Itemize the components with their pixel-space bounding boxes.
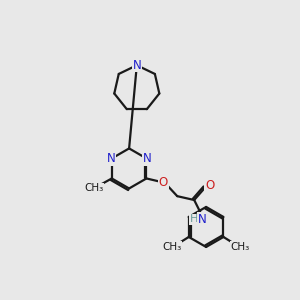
Text: CH₃: CH₃ [84, 184, 104, 194]
Text: H: H [190, 214, 198, 224]
Text: O: O [159, 176, 168, 189]
Text: N: N [132, 59, 141, 72]
Text: O: O [205, 179, 214, 192]
Text: CH₃: CH₃ [162, 242, 182, 252]
Text: CH₃: CH₃ [231, 242, 250, 252]
Text: N: N [197, 213, 206, 226]
Text: N: N [143, 152, 152, 165]
Text: N: N [106, 152, 116, 165]
